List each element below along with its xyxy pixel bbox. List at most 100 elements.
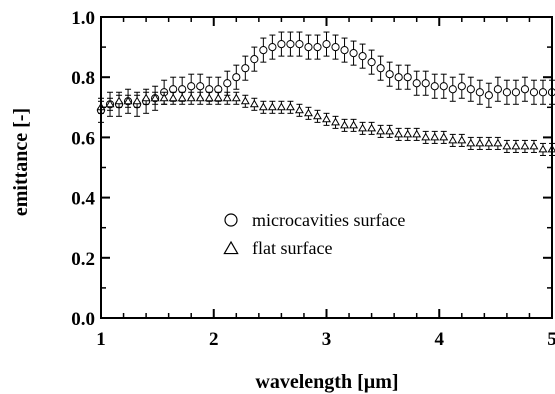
triangle-marker [105, 99, 115, 108]
triangle-marker [439, 132, 449, 141]
triangle-marker [213, 93, 223, 102]
flat-point [538, 142, 548, 156]
circle-marker [520, 85, 530, 94]
microcavities-point [475, 79, 484, 105]
microcavities-point [394, 64, 403, 90]
triangle-marker [267, 102, 277, 111]
x-tick-label: 4 [435, 329, 445, 350]
flat-point [159, 91, 169, 105]
circle-marker [313, 43, 322, 52]
microcavities-point [187, 73, 196, 99]
microcavities-point [502, 79, 511, 105]
flat-point [132, 94, 142, 108]
flat-point [502, 139, 512, 153]
circle-marker [340, 46, 349, 55]
microcavities-point [241, 55, 250, 81]
triangle-marker [150, 93, 160, 102]
flat-point [421, 130, 431, 144]
microcavities-point [268, 34, 277, 60]
legend: microcavities surface flat surface [223, 210, 405, 258]
circle-marker [529, 88, 539, 97]
x-axis-title: wavelength [µm] [255, 371, 398, 393]
flat-point [484, 136, 494, 150]
microcavities-point [538, 79, 548, 105]
y-tick-label: 0.2 [71, 249, 95, 270]
triangle-marker [376, 126, 386, 135]
flat-point [511, 139, 521, 153]
triangle-marker [313, 111, 322, 120]
triangle-marker [331, 117, 340, 126]
triangle-marker [511, 141, 521, 150]
microcavities-point [448, 76, 457, 102]
flat-point [294, 103, 304, 117]
triangle-marker [475, 138, 485, 147]
flat-point [231, 91, 241, 105]
x-tick-label: 2 [209, 329, 219, 350]
microcavities-point [322, 31, 331, 57]
y-tick-label: 1.0 [71, 8, 95, 29]
microcavities-point [403, 64, 412, 90]
circle-marker [349, 49, 358, 58]
triangle-marker [394, 129, 404, 138]
circle-marker [277, 39, 286, 49]
flat-point [475, 136, 485, 150]
circle-marker [295, 39, 304, 49]
triangle-marker [484, 138, 494, 147]
microcavities-point [277, 31, 286, 57]
circle-marker [223, 79, 232, 88]
flat-point [331, 115, 340, 129]
microcavities-point [484, 82, 493, 108]
microcavities-point [259, 37, 268, 63]
microcavities-point [286, 31, 295, 57]
triangle-marker [358, 123, 368, 132]
microcavities-point [376, 55, 385, 81]
plot-frame [100, 16, 553, 319]
triangle-marker [448, 135, 458, 144]
triangle-marker [340, 120, 350, 129]
circle-marker [385, 70, 394, 79]
flat-point [376, 124, 386, 138]
triangle-marker [168, 93, 178, 102]
microcavities-point [493, 76, 502, 102]
circle-marker [457, 82, 466, 91]
flat-point [204, 91, 214, 105]
flat-point [285, 100, 295, 114]
microcavities-point [232, 64, 241, 90]
microcavities-point [313, 34, 322, 60]
flat-point [439, 130, 449, 144]
y-tick-label: 0.4 [71, 189, 95, 210]
circle-marker [484, 91, 493, 100]
triangle-marker [231, 93, 241, 102]
microcavities-point [340, 37, 349, 63]
flat-point [240, 94, 250, 108]
flat-point [394, 127, 404, 141]
flat-point [520, 139, 530, 153]
plot-area [96, 31, 555, 156]
flat-point [168, 91, 178, 105]
triangle-marker [240, 96, 250, 105]
flat-point [123, 94, 133, 108]
x-tick-label: 1 [96, 329, 106, 350]
flat-point [403, 127, 413, 141]
triangle-marker [285, 102, 295, 111]
triangle-marker [529, 141, 539, 150]
microcavities-point [295, 31, 304, 57]
y-tick-label: 0.8 [71, 68, 95, 89]
microcavities-point [250, 46, 259, 72]
flat-point [249, 97, 259, 111]
triangle-marker [303, 108, 313, 117]
flat-point [186, 91, 196, 105]
circle-marker [241, 64, 250, 73]
flat-point [213, 91, 223, 105]
circle-marker [421, 79, 430, 88]
triangle-marker [421, 132, 431, 141]
triangle-marker [186, 93, 196, 102]
circle-marker [403, 73, 412, 82]
flat-point [267, 100, 277, 114]
microcavities-point [412, 70, 421, 96]
triangle-marker [132, 96, 142, 105]
circle-marker [268, 43, 277, 52]
triangle-marker [204, 93, 214, 102]
microcavities-point [358, 43, 367, 69]
circle-marker [493, 85, 502, 94]
